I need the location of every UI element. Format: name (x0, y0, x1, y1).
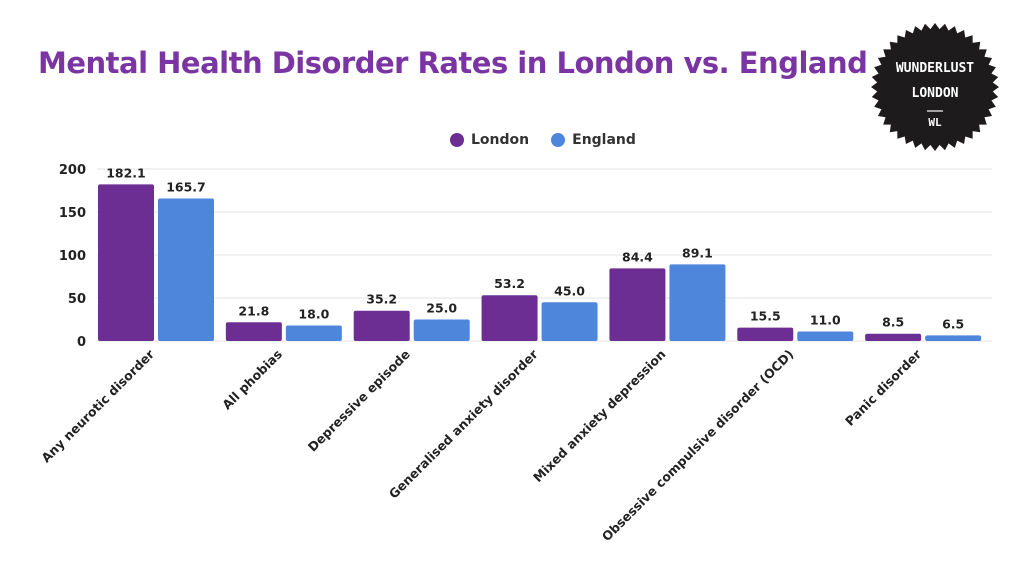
x-category-label: Mixed anxiety depression (530, 347, 669, 486)
chart-title: Mental Health Disorder Rates in London v… (38, 46, 868, 80)
bar-london (865, 333, 922, 341)
wunderlust-london-logo: WUNDERLUST LONDON WL (870, 22, 1000, 152)
legend-swatch-england (551, 133, 566, 147)
x-category-label: All phobias (219, 347, 285, 413)
legend-item-england: England (551, 132, 636, 148)
data-label: 45.0 (554, 283, 585, 298)
bar-london (225, 322, 282, 341)
data-label: 15.5 (750, 309, 781, 324)
data-label: 53.2 (494, 276, 525, 291)
data-label: 21.8 (238, 303, 269, 318)
y-tick-label: 100 (59, 249, 86, 264)
data-label: 6.5 (942, 316, 964, 331)
data-label: 8.5 (882, 315, 904, 330)
legend-item-london: London (450, 132, 529, 148)
legend-swatch-london (450, 133, 464, 147)
data-label: 89.1 (682, 245, 713, 260)
bar-england (285, 325, 342, 341)
bar-london (98, 184, 154, 341)
data-label: 84.4 (622, 249, 653, 264)
x-category-label: Depressive episode (305, 347, 413, 455)
data-label: 35.2 (366, 292, 397, 307)
bar-london (481, 295, 538, 341)
bar-england (413, 319, 470, 341)
bar-london (737, 327, 794, 341)
x-category-label: Any neurotic disorder (38, 346, 157, 465)
x-category-label: Generalised anxiety disorder (386, 346, 542, 502)
legend-label-london: London (471, 132, 530, 148)
y-tick-label: 50 (68, 292, 86, 307)
logo-line-1: WUNDERLUST (896, 61, 974, 76)
bar-england (158, 198, 214, 341)
data-label: 18.0 (298, 307, 329, 322)
bar-england (925, 335, 982, 341)
bar-england (797, 331, 854, 341)
chart-legend: London England (450, 132, 636, 148)
y-tick-label: 150 (59, 206, 86, 221)
logo-line-2: LONDON (912, 86, 959, 101)
logo-mark: WL (928, 116, 942, 129)
bar-england (669, 264, 726, 341)
data-label: 165.7 (166, 179, 206, 194)
bar-london (609, 268, 666, 341)
y-tick-label: 200 (59, 163, 86, 178)
bar-london (353, 310, 410, 341)
y-tick-label: 0 (77, 335, 86, 350)
data-label: 25.0 (426, 301, 457, 316)
data-label: 11.0 (810, 313, 841, 328)
badge-shape (871, 23, 999, 151)
x-category-label: Panic disorder (842, 346, 925, 429)
legend-label-england: England (572, 132, 636, 148)
bar-england (541, 302, 598, 341)
data-label: 182.1 (106, 165, 146, 180)
logo-badge: WUNDERLUST LONDON WL (871, 23, 999, 151)
